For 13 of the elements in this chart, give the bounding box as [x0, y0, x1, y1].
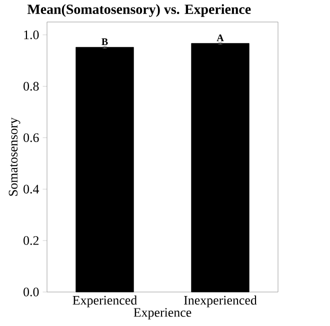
chart-title: Mean(Somatosensory) vs. Experience: [27, 4, 251, 17]
y-tick-label: 0.4: [24, 184, 40, 194]
x-axis-title: Experience: [134, 308, 192, 320]
y-tick-label: 0.6: [24, 133, 39, 142]
annotation: A: [216, 34, 224, 42]
x-tick-label: Inexperienced: [184, 296, 257, 308]
x-tick-label: Experienced: [72, 296, 137, 308]
y-tick-label: 0.8: [24, 82, 39, 91]
y-tick-label: 0.0: [24, 288, 39, 296]
y-axis-title: Somatosensory: [8, 117, 20, 196]
y-tick-label: 0.2: [24, 236, 39, 245]
y-tick-label: 1.0: [24, 30, 39, 40]
annotation: B: [102, 38, 108, 45]
